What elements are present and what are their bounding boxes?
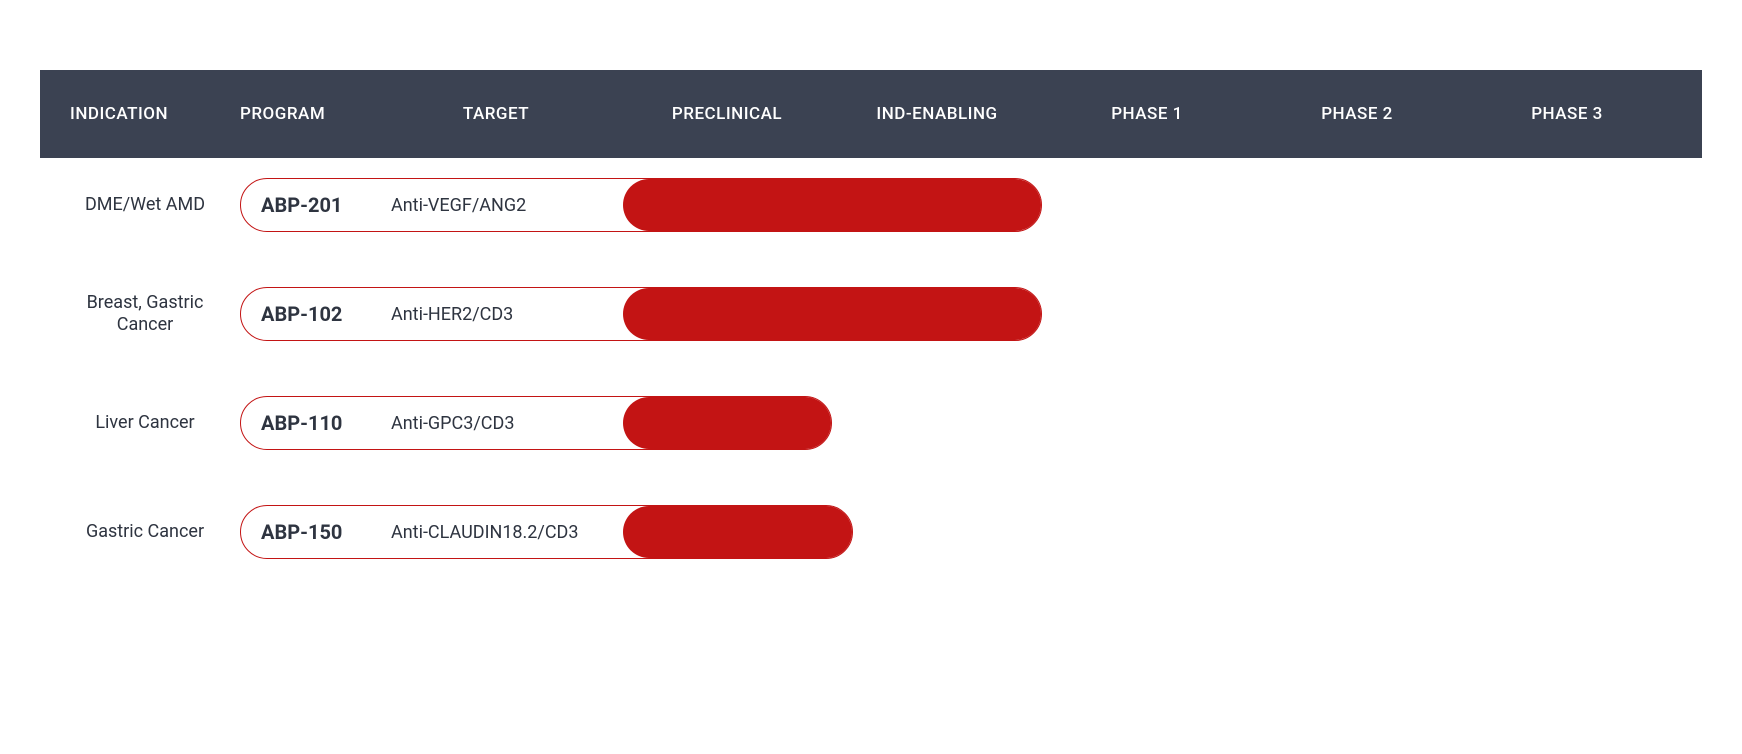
pill-labels: ABP-150Anti-CLAUDIN18.2/CD3 [241,520,623,544]
indication-label: Breast, Gastric Cancer [70,292,240,337]
pipeline-pill: ABP-201Anti-VEGF/ANG2 [240,178,1042,232]
header-stage: PHASE 2 [1252,104,1462,124]
header-stage: PHASE 3 [1462,104,1672,124]
program-label: ABP-201 [261,193,391,217]
indication-label: DME/Wet AMD [70,194,240,217]
pipeline-pill: ABP-150Anti-CLAUDIN18.2/CD3 [240,505,853,559]
header-stages: PRECLINICALIND-ENABLINGPHASE 1PHASE 2PHA… [622,104,1672,124]
header-row: INDICATION PROGRAM TARGET PRECLINICALIND… [40,70,1702,158]
header-stage: PRECLINICAL [622,104,832,124]
pill-wrap: ABP-110Anti-GPC3/CD3 [240,396,1672,450]
pill-progress-area [623,506,853,558]
pill-progress-area [623,397,832,449]
pill-progress-area [623,179,1042,231]
pill-wrap: ABP-201Anti-VEGF/ANG2 [240,178,1672,232]
header-target: TARGET [370,104,622,124]
header-stage: PHASE 1 [1042,104,1252,124]
target-label: Anti-HER2/CD3 [391,304,623,325]
program-label: ABP-150 [261,520,391,544]
pill-progress-area [623,288,1042,340]
pill-wrap: ABP-102Anti-HER2/CD3 [240,287,1672,341]
header-indication: INDICATION [70,104,240,124]
pipeline-row: Breast, Gastric CancerABP-102Anti-HER2/C… [70,287,1672,341]
pipeline-row: Liver CancerABP-110Anti-GPC3/CD3 [70,396,1672,450]
pill-labels: ABP-102Anti-HER2/CD3 [241,302,623,326]
pipeline-pill: ABP-110Anti-GPC3/CD3 [240,396,832,450]
pipeline-pill: ABP-102Anti-HER2/CD3 [240,287,1042,341]
program-label: ABP-102 [261,302,391,326]
target-label: Anti-CLAUDIN18.2/CD3 [391,522,623,543]
progress-fill [623,179,1042,231]
progress-fill [623,397,832,449]
progress-fill [623,288,1042,340]
header-program: PROGRAM [240,104,370,124]
pill-labels: ABP-110Anti-GPC3/CD3 [241,411,623,435]
pipeline-row: DME/Wet AMDABP-201Anti-VEGF/ANG2 [70,178,1672,232]
indication-label: Liver Cancer [70,412,240,435]
pill-labels: ABP-201Anti-VEGF/ANG2 [241,193,623,217]
target-label: Anti-GPC3/CD3 [391,413,623,434]
target-label: Anti-VEGF/ANG2 [391,195,623,216]
pipeline-row: Gastric CancerABP-150Anti-CLAUDIN18.2/CD… [70,505,1672,559]
pipeline-chart: INDICATION PROGRAM TARGET PRECLINICALIND… [40,70,1702,559]
indication-label: Gastric Cancer [70,521,240,544]
pipeline-rows: DME/Wet AMDABP-201Anti-VEGF/ANG2Breast, … [40,158,1702,559]
program-label: ABP-110 [261,411,391,435]
progress-fill [623,506,853,558]
header-stage: IND-ENABLING [832,104,1042,124]
pill-wrap: ABP-150Anti-CLAUDIN18.2/CD3 [240,505,1672,559]
